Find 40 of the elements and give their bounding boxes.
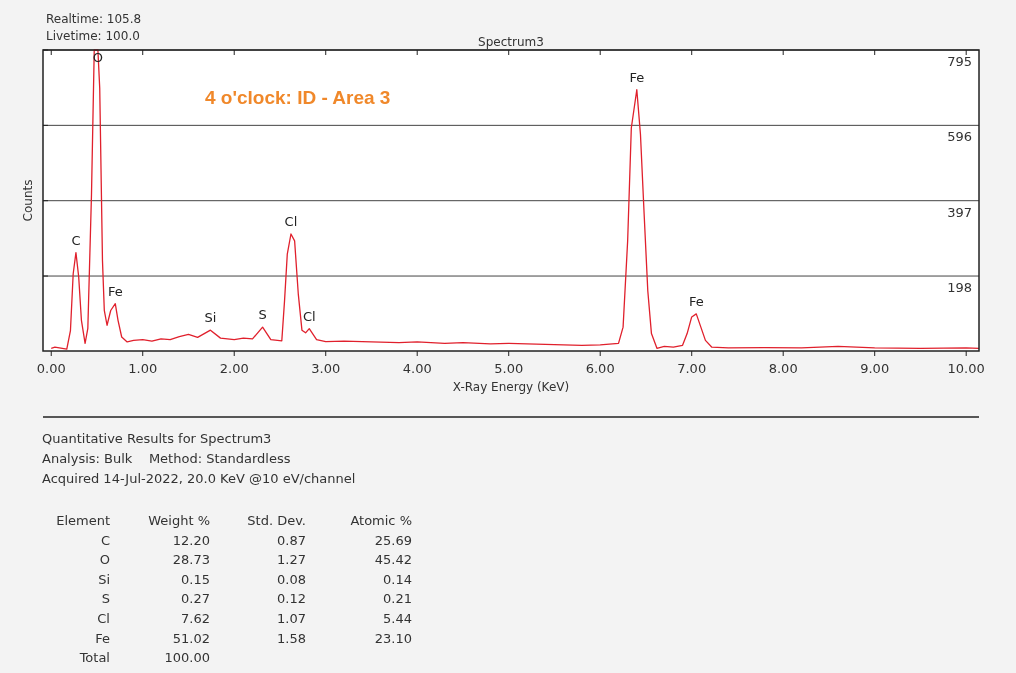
- x-tick-label: 3.00: [311, 361, 341, 376]
- text: Total 100.00: [79, 650, 210, 666]
- x-tick-label: 6.00: [585, 361, 615, 376]
- text: Quantitative Results for Spectrum3: [42, 431, 272, 446]
- y-axis-title: Counts: [21, 179, 35, 222]
- x-tick-label: 9.00: [860, 361, 890, 376]
- text: O 28.73 1.27 45.42: [99, 552, 412, 568]
- x-tick-label: 1.00: [128, 361, 158, 376]
- x-tick-label: 10.00: [947, 361, 985, 376]
- y-tick-label: 795: [947, 54, 972, 69]
- annotation: 4 o'clock: ID - Area 3: [205, 87, 391, 108]
- y-tick-label: 198: [947, 280, 972, 296]
- text: C 12.20 0.87 25.69: [100, 532, 412, 548]
- x-tick-label: 0.00: [36, 361, 66, 376]
- annotation: Cl: [284, 214, 298, 230]
- y-tick-label: 397: [947, 204, 972, 220]
- x-tick-label: 2.00: [219, 361, 249, 376]
- x-tick-label: 4.00: [402, 361, 432, 376]
- text: Acquired 14-Jul-2022, 20.0 KeV @10 eV/channel: [42, 471, 356, 486]
- x-tick-label: 5.00: [494, 361, 524, 376]
- annotation: Si: [204, 310, 217, 326]
- text: Analysis: Bulk Method: Standardless: [42, 451, 291, 466]
- text: S 0.27 0.12 0.21: [101, 591, 412, 607]
- annotation: C: [71, 232, 81, 248]
- annotation: S: [258, 307, 267, 323]
- x-axis-title: X-Ray Energy (KeV): [452, 380, 570, 394]
- annotation: Cl: [302, 308, 316, 324]
- text: Cl 7.62 1.07 5.44: [97, 611, 412, 626]
- text: Fe 51.02 1.58 23.10: [95, 630, 412, 646]
- text: Si 0.15 0.08 0.14: [98, 571, 412, 587]
- y-tick-label: 596: [947, 129, 972, 145]
- chart-title: Spectrum3: [478, 35, 544, 49]
- annotation: Fe: [107, 283, 123, 299]
- annotation: Fe: [629, 69, 645, 85]
- x-tick-label: 8.00: [768, 361, 798, 376]
- annotation: Fe: [688, 293, 704, 309]
- text: Livetime: 100.0: [46, 29, 140, 43]
- text: Realtime: 105.8: [46, 12, 142, 26]
- x-tick-label: 7.00: [677, 361, 707, 376]
- text: Element Weight % Std. Dev. Atomic %: [56, 513, 412, 528]
